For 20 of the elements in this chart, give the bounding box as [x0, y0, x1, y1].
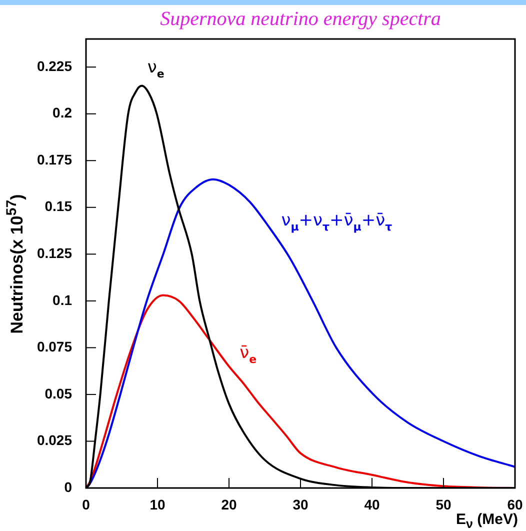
y-tick-label: 0 — [64, 478, 72, 495]
x-tick-label: 30 — [292, 496, 308, 512]
y-tick-label: 0.05 — [44, 385, 72, 402]
y-tick-label: 0.125 — [36, 245, 72, 262]
y-tick-label: 0.175 — [36, 151, 72, 168]
y-tick-label: 0.2 — [52, 104, 72, 121]
x-tick-label: 50 — [436, 496, 452, 512]
y-tick-label: 0.15 — [44, 198, 72, 214]
x-tick-label: 0 — [82, 496, 90, 512]
y-tick-label: 0.225 — [36, 58, 72, 74]
x-axis-title: E$_{ν}$ (MeV) — [456, 511, 518, 531]
chart-title: Supernova neutrino energy spectra — [159, 8, 442, 31]
line-series — [86, 178, 515, 488]
y-tick-label: 0.1 — [52, 292, 72, 308]
x-tick-label: 40 — [364, 496, 380, 512]
y-tick-label: 0.075 — [36, 338, 72, 355]
x-tick-label: 10 — [150, 496, 166, 512]
x-tick-label: 60 — [507, 496, 523, 512]
y-tick-label: 0.025 — [36, 432, 72, 448]
x-tick-label: 20 — [221, 496, 237, 512]
